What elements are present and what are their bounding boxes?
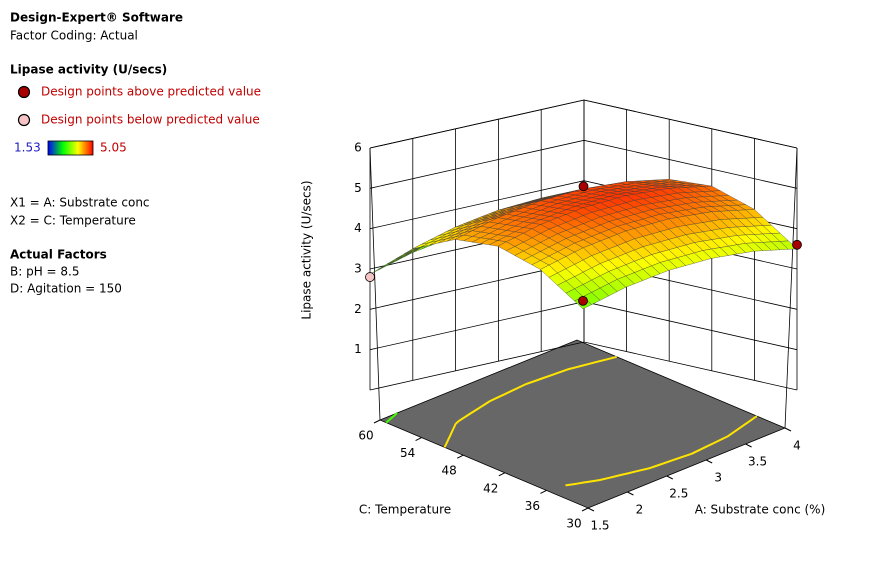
z-tick-label: 5 — [354, 181, 362, 195]
x-axis-title: A: Substrate conc (%) — [695, 503, 826, 517]
factor-b: B: pH = 8.5 — [10, 265, 80, 279]
x-tick-label: 2 — [636, 503, 644, 517]
factor-coding: Factor Coding: Actual — [10, 29, 138, 43]
colorbar-min: 1.53 — [14, 141, 41, 155]
y-tick-label: 60 — [358, 429, 373, 443]
legend-title: Lipase activity (U/secs) — [10, 63, 167, 77]
grid-line — [369, 139, 798, 189]
y-tick-label: 48 — [442, 464, 457, 478]
tick-mark — [581, 507, 589, 512]
x-tick-label: 3 — [714, 471, 722, 485]
y-tick-label: 54 — [400, 446, 415, 460]
factor-d: D: Agitation = 150 — [10, 282, 122, 296]
z-tick-label: 4 — [354, 221, 362, 235]
tick-mark — [498, 472, 506, 477]
colorbar-max: 5.05 — [100, 141, 127, 155]
contour-floor — [378, 339, 787, 509]
x-tick-label: 1.5 — [590, 519, 609, 533]
tick-mark — [587, 507, 595, 512]
design-point — [578, 181, 589, 192]
design-point — [365, 272, 375, 282]
tick-mark — [666, 475, 674, 480]
z-tick-label: 3 — [354, 262, 362, 276]
y-tick-label: 36 — [525, 499, 540, 513]
z-axis-title: Lipase activity (U/secs) — [300, 180, 314, 319]
factor-x2: X2 = C: Temperature — [10, 214, 136, 228]
design-point — [578, 295, 588, 306]
grid-line — [369, 341, 798, 391]
software-title: Design-Expert® Software — [10, 11, 183, 25]
y-axis-title: C: Temperature — [359, 503, 451, 517]
legend-entry: Design points below predicted value — [41, 113, 260, 127]
actual-factors-title: Actual Factors — [10, 248, 107, 262]
tick-mark — [540, 489, 547, 494]
tick-mark — [373, 419, 381, 424]
y-tick-label: 42 — [483, 481, 498, 495]
contour-line — [385, 412, 398, 424]
tick-mark — [705, 459, 713, 464]
design-point — [792, 239, 802, 250]
z-tick-label: 2 — [354, 302, 362, 316]
z-tick-label: 6 — [354, 141, 362, 155]
tick-mark — [415, 437, 422, 442]
tick-mark — [745, 443, 752, 448]
tick-mark — [627, 491, 634, 496]
axis-line — [369, 147, 381, 421]
x-tick-label: 2.5 — [669, 487, 688, 501]
tick-mark — [784, 427, 792, 432]
axis-line — [784, 147, 798, 429]
x-tick-label: 3.5 — [748, 455, 767, 469]
y-tick-label: 30 — [566, 517, 581, 531]
surface — [369, 179, 798, 310]
x-tick-label: 4 — [793, 439, 801, 453]
legend-entry: Design points above predicted value — [41, 85, 261, 99]
z-tick-label: 1 — [354, 342, 362, 356]
colorbar — [47, 140, 94, 156]
contour-line — [443, 355, 758, 487]
grid-line — [369, 99, 798, 149]
tick-mark — [456, 454, 464, 459]
factor-x1: X1 = A: Substrate conc — [10, 196, 150, 210]
legend-marker — [17, 85, 31, 99]
legend-marker — [17, 113, 31, 127]
